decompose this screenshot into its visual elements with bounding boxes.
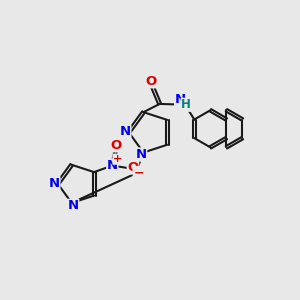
Text: O: O (110, 139, 122, 152)
Text: N: N (120, 125, 131, 138)
Text: H: H (181, 98, 191, 111)
Text: O: O (127, 161, 139, 174)
Text: N: N (107, 159, 118, 172)
Text: N: N (175, 93, 186, 106)
Text: N: N (136, 148, 147, 161)
Text: +: + (113, 154, 122, 164)
Text: N: N (49, 177, 60, 190)
Text: O: O (145, 75, 156, 88)
Text: −: − (133, 167, 144, 179)
Text: N: N (68, 199, 79, 212)
